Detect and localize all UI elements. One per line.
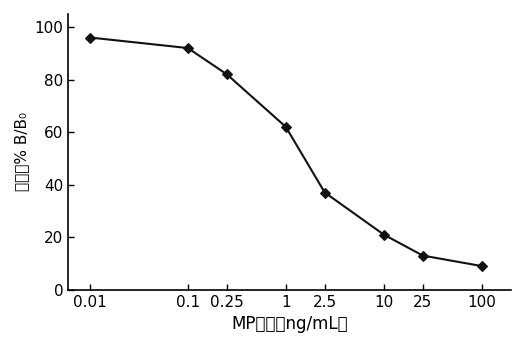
Y-axis label: 抑制率% B/B₀: 抑制率% B/B₀ [14, 112, 29, 191]
X-axis label: MP浓度（ng/mL）: MP浓度（ng/mL） [232, 315, 348, 333]
